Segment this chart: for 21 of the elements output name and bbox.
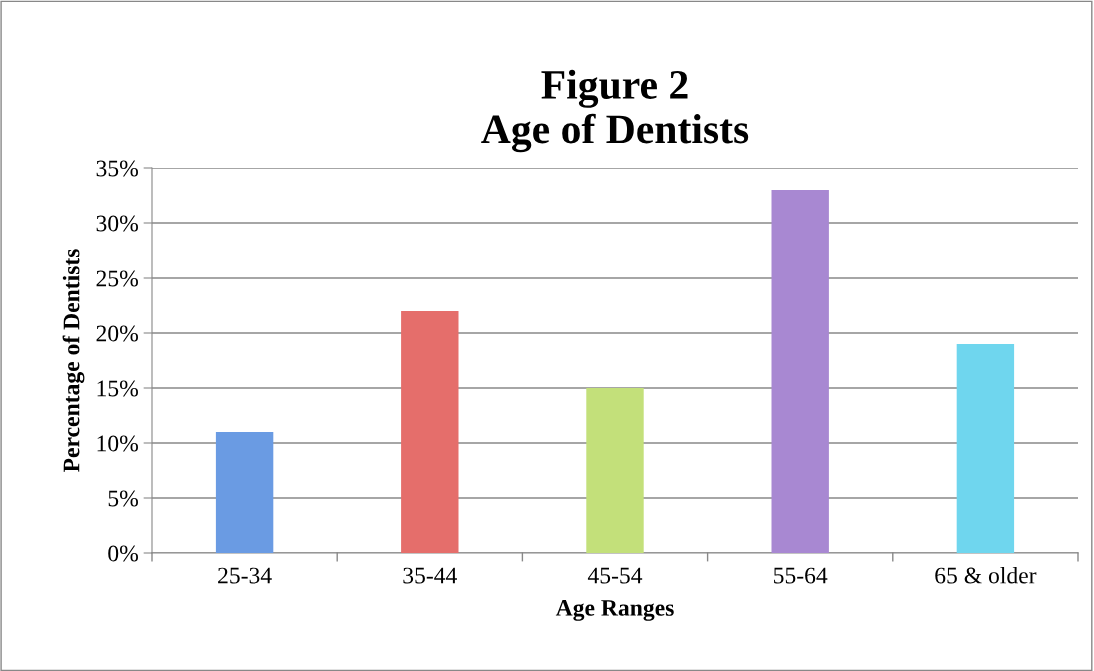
- bar: [956, 344, 1015, 553]
- y-tick-label: 5%: [108, 490, 138, 507]
- x-tick-label: 25-34: [218, 567, 272, 584]
- y-tick-label: 25%: [96, 270, 138, 287]
- y-tick-label: 20%: [96, 325, 138, 342]
- x-axis-title: Age Ranges: [555, 600, 674, 621]
- y-tick-label: 30%: [96, 215, 138, 232]
- bar: [586, 388, 644, 553]
- chart-title: Figure 2 Age of Dentists: [481, 69, 749, 153]
- x-tick-label: 45-54: [587, 567, 643, 584]
- x-tick-label: 35-44: [403, 567, 457, 584]
- x-tick-label: 55-64: [774, 567, 828, 584]
- y-tick-label: 10%: [97, 435, 138, 452]
- y-axis-title: Percentage of Dentists: [62, 249, 85, 473]
- bar: [771, 190, 829, 553]
- y-tick-label: 15%: [97, 380, 138, 397]
- bar: [401, 311, 459, 553]
- bar: [215, 432, 274, 553]
- y-tick-label: 0%: [108, 545, 138, 562]
- x-tick-label: 65 & older: [935, 566, 1037, 584]
- y-tick-label: 35%: [96, 160, 138, 177]
